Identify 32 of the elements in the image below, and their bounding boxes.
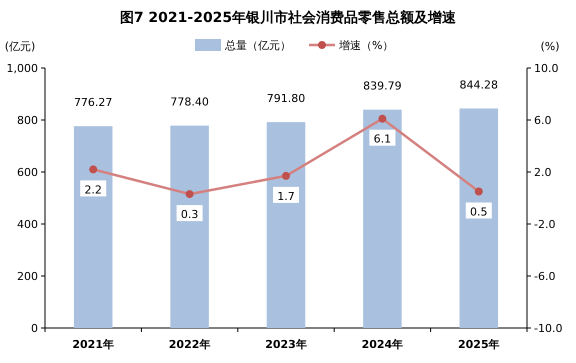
data-label: 778.40 <box>170 96 209 109</box>
x-tick-label: 2022年 <box>168 338 210 351</box>
y-tick-label: 800 <box>17 114 38 127</box>
chart-title: 图7 2021-2025年银川市社会消费品零售总额及增速 <box>120 9 458 26</box>
data-label: 791.80 <box>266 92 306 106</box>
y2-tick-label: 10.0 <box>534 62 558 75</box>
legend-label: 总量（亿元） <box>224 39 291 52</box>
legend-label: 增速（%） <box>338 39 394 52</box>
y-tick-label: 600 <box>17 166 38 179</box>
data-label: 776.27 <box>74 96 112 110</box>
data-label: 0.5 <box>470 206 488 218</box>
y-axis-title: (亿元) <box>4 40 36 53</box>
x-tick-label: 2023年 <box>265 338 307 351</box>
data-label: 1.7 <box>277 190 295 203</box>
y2-tick-label: -10.0 <box>534 322 562 335</box>
data-label: 839.79 <box>363 80 402 93</box>
y2-tick-label: -2.0 <box>534 218 556 231</box>
y2-tick-label: 6.0 <box>534 114 552 127</box>
x-tick-label: 2025年 <box>458 338 500 351</box>
data-label: 844.28 <box>460 78 498 92</box>
data-label: 0.3 <box>180 208 198 222</box>
y2-tick-label: -6.0 <box>534 270 556 283</box>
y-tick-label: 200 <box>17 270 38 283</box>
x-tick-label: 2024年 <box>362 338 404 351</box>
y-tick-label: 1,000 <box>6 62 38 75</box>
y2-tick-label: 2.0 <box>534 166 552 179</box>
y-tick-label: 0 <box>31 322 38 335</box>
data-label: 6.1 <box>374 132 392 146</box>
x-tick-label: 2021年 <box>72 338 114 351</box>
y-tick-label: 400 <box>17 218 38 231</box>
data-label: 2.2 <box>84 183 102 196</box>
y2-axis-title: (%) <box>540 40 560 53</box>
